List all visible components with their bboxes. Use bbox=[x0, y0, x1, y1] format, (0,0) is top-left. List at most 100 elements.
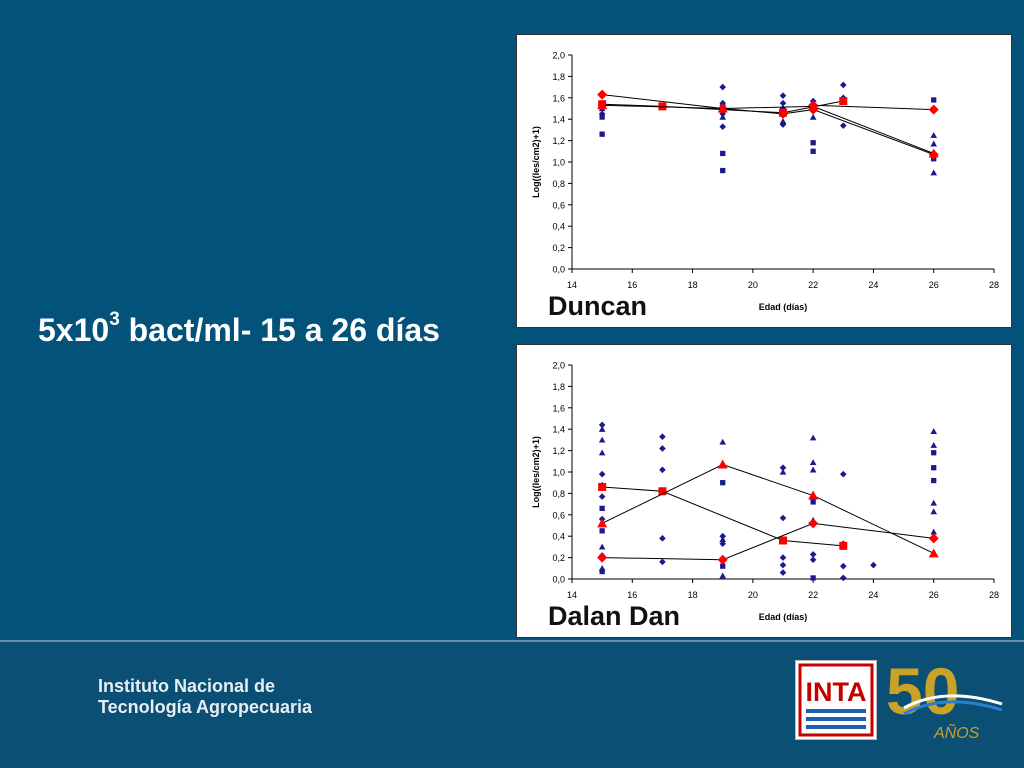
scatter-point bbox=[930, 441, 938, 448]
mean-point bbox=[717, 459, 728, 469]
mean-point bbox=[658, 487, 667, 496]
scatter-point bbox=[931, 477, 937, 484]
scatter-point bbox=[779, 561, 787, 569]
scatter-point bbox=[931, 97, 937, 103]
scatter-point bbox=[870, 561, 877, 569]
scatter-point bbox=[839, 81, 847, 89]
scatter-point bbox=[779, 554, 787, 561]
y-tick-label: 1,8 bbox=[552, 72, 565, 82]
scatter-point bbox=[719, 99, 727, 106]
y-tick-label: 0,0 bbox=[552, 575, 565, 585]
scatter-point bbox=[719, 540, 727, 547]
mean-point bbox=[928, 148, 939, 158]
y-tick-label: 0,6 bbox=[552, 200, 565, 210]
scatter-point bbox=[809, 434, 817, 441]
scatter-point bbox=[931, 450, 937, 456]
y-tick-label: 1,4 bbox=[552, 115, 565, 125]
y-tick-label: 0,8 bbox=[552, 489, 565, 499]
scatter-point bbox=[809, 113, 817, 120]
x-tick-label: 18 bbox=[688, 590, 698, 600]
scatter-point bbox=[598, 425, 606, 432]
scatter-point bbox=[598, 470, 606, 478]
anniversary-word: AÑOS bbox=[933, 723, 980, 742]
mean-point bbox=[598, 482, 607, 491]
scatter-point bbox=[839, 122, 847, 129]
scatter-point bbox=[810, 140, 816, 146]
chart-panel-dalan-dan: 0,0 0,2 0,4 0,6 0,8 1,0 1,2 1,4 1,6 1,8 2,0 14 16 18 2… bbox=[516, 344, 1012, 638]
y-tick-label: 0,2 bbox=[552, 553, 565, 563]
mean-point bbox=[808, 490, 819, 500]
scatter-point bbox=[930, 428, 938, 434]
scatter-point bbox=[930, 169, 938, 176]
mean-point bbox=[808, 100, 819, 111]
scatter-point bbox=[599, 568, 605, 575]
slide-title: 5x103 bact/ml- 15 a 26 días bbox=[38, 309, 440, 349]
mean-point bbox=[808, 518, 819, 529]
y-tick-label: 1,2 bbox=[552, 446, 565, 456]
scatter-point bbox=[809, 466, 817, 473]
scatter-point bbox=[599, 131, 605, 137]
scatter-point bbox=[930, 528, 938, 535]
mean-point bbox=[779, 536, 787, 545]
y-tick-label: 2,0 bbox=[552, 361, 565, 371]
y-tick-label: 1,6 bbox=[552, 403, 565, 413]
scatter-point bbox=[659, 466, 666, 474]
scatter-point bbox=[810, 148, 816, 154]
x-tick-label: 16 bbox=[627, 280, 637, 290]
mean-point bbox=[597, 552, 608, 563]
x-axis-label: Edad (días) bbox=[759, 612, 808, 622]
mean-point bbox=[928, 533, 939, 544]
y-axis-label: Log((les/cm2)+1) bbox=[531, 436, 541, 508]
series-line bbox=[602, 94, 934, 155]
mean-point bbox=[597, 89, 608, 100]
scatter-point bbox=[599, 114, 605, 120]
title-superscript: 3 bbox=[109, 309, 120, 330]
y-tick-label: 0,0 bbox=[552, 265, 565, 275]
x-tick-label: 24 bbox=[868, 280, 878, 290]
scatter-point bbox=[810, 575, 816, 581]
scatter-point bbox=[809, 551, 817, 558]
y-tick-label: 0,4 bbox=[552, 532, 565, 542]
x-tick-label: 18 bbox=[688, 280, 698, 290]
scatter-point bbox=[930, 131, 938, 138]
scatter-point bbox=[598, 449, 606, 456]
scatter-point bbox=[659, 445, 666, 452]
scatter-point bbox=[930, 508, 938, 515]
scatter-point bbox=[719, 123, 727, 130]
scatter-point bbox=[810, 499, 816, 505]
y-tick-label: 1,2 bbox=[552, 136, 565, 146]
scatter-point bbox=[931, 465, 937, 471]
scatter-point bbox=[598, 110, 606, 118]
mean-point bbox=[839, 541, 848, 550]
mean-point bbox=[928, 104, 939, 115]
x-tick-label: 28 bbox=[989, 590, 999, 600]
y-tick-label: 0,6 bbox=[552, 510, 565, 520]
mean-point bbox=[717, 103, 728, 113]
x-tick-label: 24 bbox=[868, 590, 878, 600]
mean-point bbox=[597, 518, 608, 528]
scatter-point bbox=[719, 83, 727, 91]
x-axis-label: Edad (días) bbox=[759, 302, 808, 312]
x-tick-label: 26 bbox=[929, 590, 939, 600]
mean-point bbox=[597, 100, 608, 110]
y-tick-label: 0,8 bbox=[552, 179, 565, 189]
scatter-point bbox=[719, 113, 727, 120]
series-line bbox=[601, 463, 934, 554]
scatter-point bbox=[779, 92, 787, 99]
scatter-point bbox=[720, 563, 726, 569]
x-tick-label: 20 bbox=[748, 590, 758, 600]
scatter-point bbox=[839, 562, 847, 570]
x-tick-label: 26 bbox=[929, 280, 939, 290]
institution-line-1: Instituto Nacional de bbox=[98, 676, 276, 696]
scatter-point bbox=[719, 438, 727, 445]
y-tick-label: 0,2 bbox=[552, 243, 565, 253]
scatter-point bbox=[598, 543, 606, 550]
scatter-point bbox=[930, 499, 938, 506]
chart-panel-duncan: 0,0 0,2 0,4 0,6 0,8 1,0 1,2 1,4 1,6 1,8 2,0 14 16 18 2… bbox=[516, 34, 1012, 328]
scatter-point bbox=[719, 572, 727, 579]
x-tick-label: 22 bbox=[808, 280, 818, 290]
scatter-point bbox=[720, 480, 726, 486]
mean-point bbox=[658, 102, 667, 111]
x-tick-label: 28 bbox=[989, 280, 999, 290]
title-rest: bact/ml- 15 a 26 días bbox=[119, 312, 440, 348]
